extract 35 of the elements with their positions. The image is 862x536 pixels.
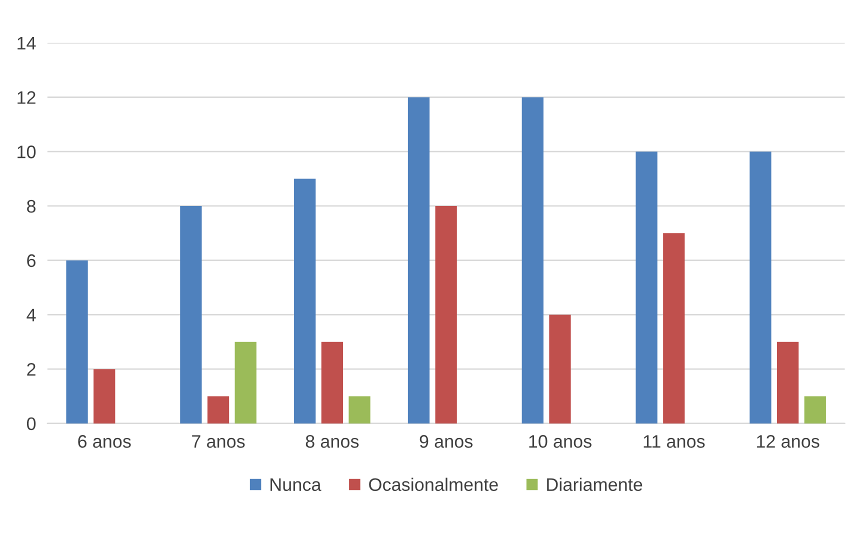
bar: [776, 342, 799, 424]
y-tick-label: 4: [26, 308, 36, 322]
y-tick-label: 2: [27, 363, 36, 376]
x-tick-label: 6 anos: [78, 435, 131, 448]
bar: [207, 396, 230, 424]
legend-label: Nunca: [270, 478, 322, 492]
bar: [294, 178, 316, 424]
x-tick-label: 11 anos: [644, 435, 705, 448]
bar: [348, 396, 370, 424]
y-tick-label: 12: [18, 91, 36, 104]
bar: [66, 260, 88, 424]
bar: [435, 206, 457, 424]
bar: [522, 97, 544, 424]
bar: [180, 206, 202, 424]
x-tick-label: 9 anos: [420, 435, 473, 448]
y-tick-label: 10: [18, 146, 36, 158]
bar: [549, 314, 571, 424]
y-tick-label: 14: [18, 37, 36, 50]
bar: [636, 152, 658, 424]
bar: [94, 369, 116, 424]
bar: [408, 97, 430, 424]
bar: [750, 152, 772, 424]
x-tick-label: 8 anos: [306, 435, 359, 448]
x-tick-label: 7 anos: [192, 435, 245, 448]
y-tick-label: 8: [27, 200, 36, 213]
legend-label: Diariamente: [547, 478, 642, 492]
bar: [804, 396, 826, 424]
legend-label: Ocasionalmente: [369, 478, 498, 492]
bar: [234, 342, 256, 424]
y-tick-label: 6: [27, 254, 36, 268]
bar: [321, 342, 343, 424]
x-tick-label: 12 anos: [757, 435, 820, 448]
x-tick-label: 10 anos: [529, 435, 592, 448]
y-tick-label: 0: [26, 417, 36, 430]
bar: [663, 233, 685, 424]
